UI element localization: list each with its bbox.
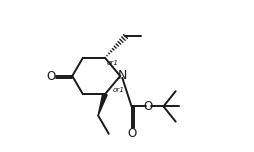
Text: O: O xyxy=(144,100,153,113)
Polygon shape xyxy=(98,93,107,116)
Text: O: O xyxy=(127,127,136,140)
Text: or1: or1 xyxy=(112,87,124,93)
Text: or1: or1 xyxy=(106,60,118,66)
Text: N: N xyxy=(117,69,127,82)
Text: O: O xyxy=(46,69,56,83)
